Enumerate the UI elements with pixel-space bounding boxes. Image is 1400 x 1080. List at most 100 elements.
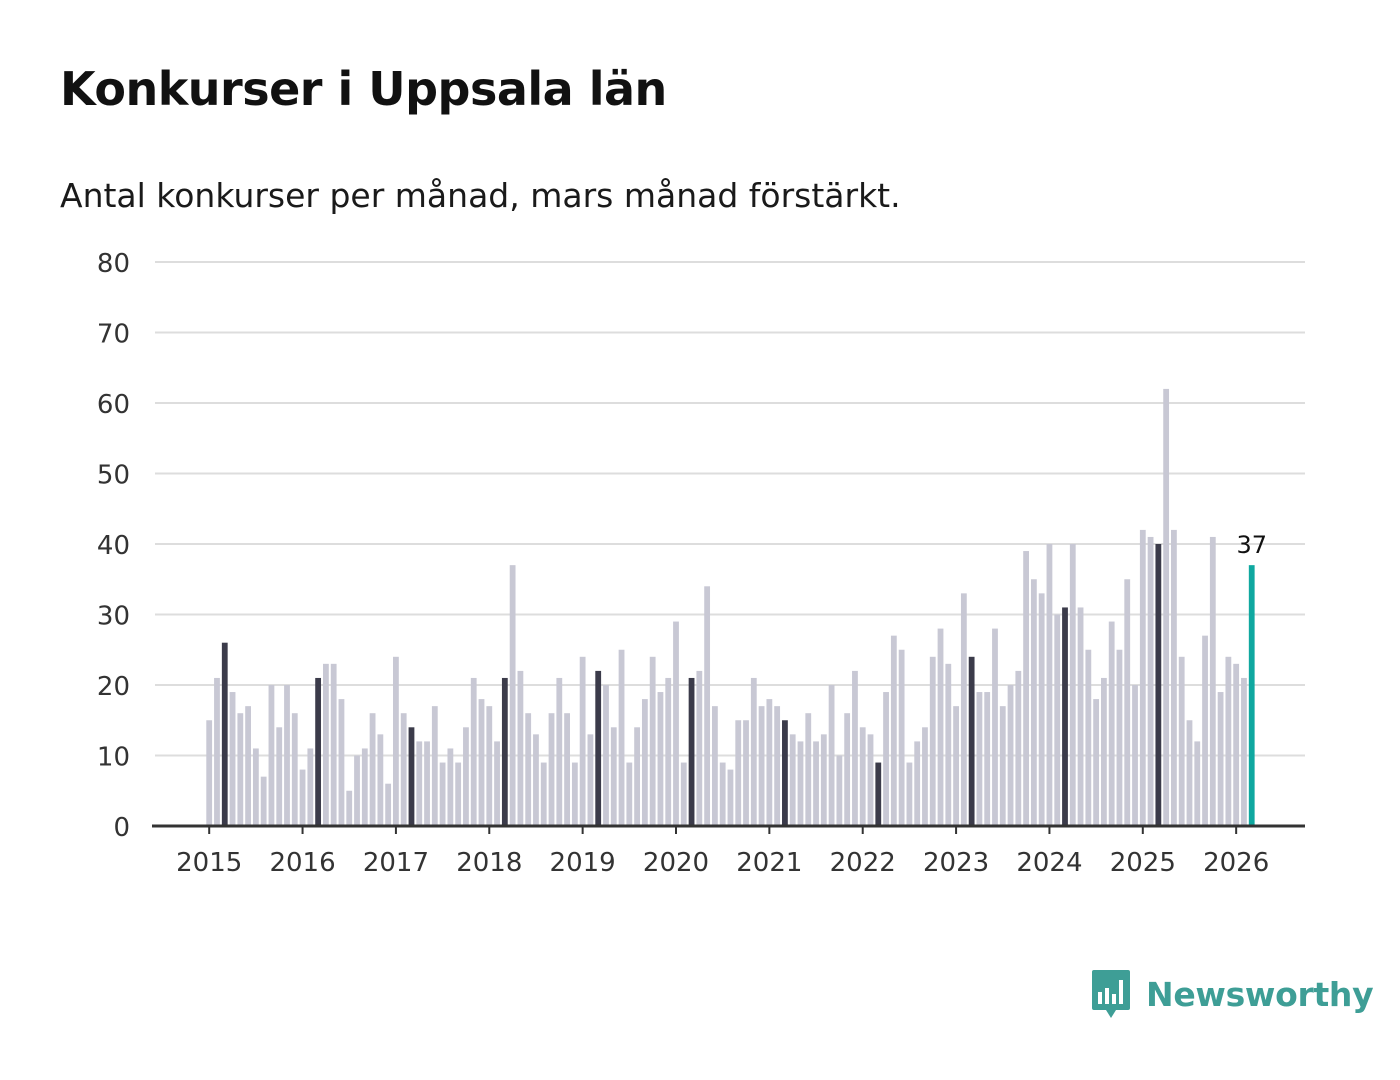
bar: [385, 783, 392, 826]
bar: [1139, 529, 1146, 826]
y-tick-label: 0: [113, 813, 130, 843]
bar: [237, 713, 244, 826]
y-tick-label: 40: [97, 531, 130, 561]
chart-subtitle: Antal konkurser per månad, mars månad fö…: [60, 176, 901, 215]
bar: [758, 706, 765, 826]
bars: [206, 388, 1255, 826]
y-tick-label: 10: [97, 743, 130, 773]
x-tick-label: 2021: [736, 848, 802, 878]
bar: [268, 685, 275, 826]
bar: [338, 699, 345, 826]
bar: [992, 628, 998, 826]
bar: [393, 656, 399, 826]
bar: [315, 677, 322, 826]
bar: [1209, 536, 1216, 826]
bar: [540, 762, 547, 826]
bar: [276, 727, 283, 826]
bar: [610, 727, 617, 826]
bar: [431, 706, 438, 826]
bar: [1124, 579, 1131, 826]
bar: [618, 649, 625, 826]
bar: [1241, 677, 1247, 826]
bar: [369, 713, 376, 826]
bar: [828, 685, 835, 826]
bar: [766, 699, 773, 826]
bar: [463, 727, 469, 826]
y-tick-label: 70: [97, 320, 130, 350]
grid-lines: [155, 261, 1305, 757]
bar: [1069, 544, 1076, 826]
bar: [890, 635, 897, 826]
bar: [984, 692, 991, 826]
newsworthy-logo: Newsworthy: [1090, 968, 1374, 1020]
bar: [665, 677, 672, 826]
y-tick-label: 80: [97, 249, 130, 279]
y-axis-ticks: 0 10 20 30 40 50 60 70 80: [97, 249, 130, 843]
bar: [960, 593, 967, 826]
bar: [284, 685, 290, 826]
bar: [470, 677, 477, 826]
y-tick-label: 20: [97, 672, 130, 702]
bar: [525, 713, 532, 826]
bar: [1155, 544, 1162, 826]
bar: [603, 685, 609, 826]
bar: [291, 713, 298, 826]
bar: [1077, 607, 1084, 826]
bar: [867, 734, 874, 826]
bar: [906, 762, 913, 826]
bar: [657, 692, 664, 826]
bar: [1116, 649, 1123, 826]
bar: [587, 734, 594, 826]
bar: [820, 734, 827, 826]
brand-name: Newsworthy: [1146, 974, 1374, 1014]
bar: [206, 720, 213, 826]
bar: [696, 670, 703, 826]
bar: [1046, 544, 1053, 826]
bar: [494, 741, 500, 826]
bar: [929, 656, 936, 826]
bar: [937, 628, 944, 826]
bar: [533, 734, 539, 826]
bar: [260, 776, 267, 826]
bar: [1085, 649, 1092, 826]
bar: [805, 713, 812, 826]
bar: [252, 748, 259, 826]
bar: [1163, 388, 1170, 826]
bar: [323, 663, 329, 826]
bar: [883, 692, 889, 826]
bar: [719, 762, 726, 826]
bar: [750, 677, 757, 826]
x-tick-label: 2023: [923, 848, 989, 878]
data-labels: 37: [1236, 531, 1267, 559]
bar: [408, 727, 415, 826]
bar: [556, 677, 563, 826]
bar: [579, 656, 586, 826]
bar: [1132, 685, 1138, 826]
bar: [836, 755, 843, 826]
bar: [641, 699, 648, 826]
bar: [509, 565, 516, 826]
bar: [1202, 635, 1208, 826]
bar: [704, 586, 711, 826]
bar: [1023, 551, 1029, 826]
bar: [680, 762, 687, 826]
bar: [649, 656, 656, 826]
bar: [439, 762, 446, 826]
bar: [898, 649, 905, 826]
bar: [797, 741, 804, 826]
x-tick-label: 2018: [456, 848, 522, 878]
bar: [571, 762, 578, 826]
bar: [447, 748, 454, 826]
bar: [361, 748, 368, 826]
bar: [307, 748, 314, 826]
x-tick-label: 2019: [550, 848, 616, 878]
chart-title: Konkurser i Uppsala län: [60, 62, 667, 116]
bar: [945, 663, 952, 826]
bar: [221, 642, 228, 826]
bar: [634, 727, 640, 826]
bar: [922, 727, 928, 826]
bar: [844, 713, 851, 826]
bar: [245, 706, 251, 826]
x-tick-label: 2016: [269, 848, 335, 878]
